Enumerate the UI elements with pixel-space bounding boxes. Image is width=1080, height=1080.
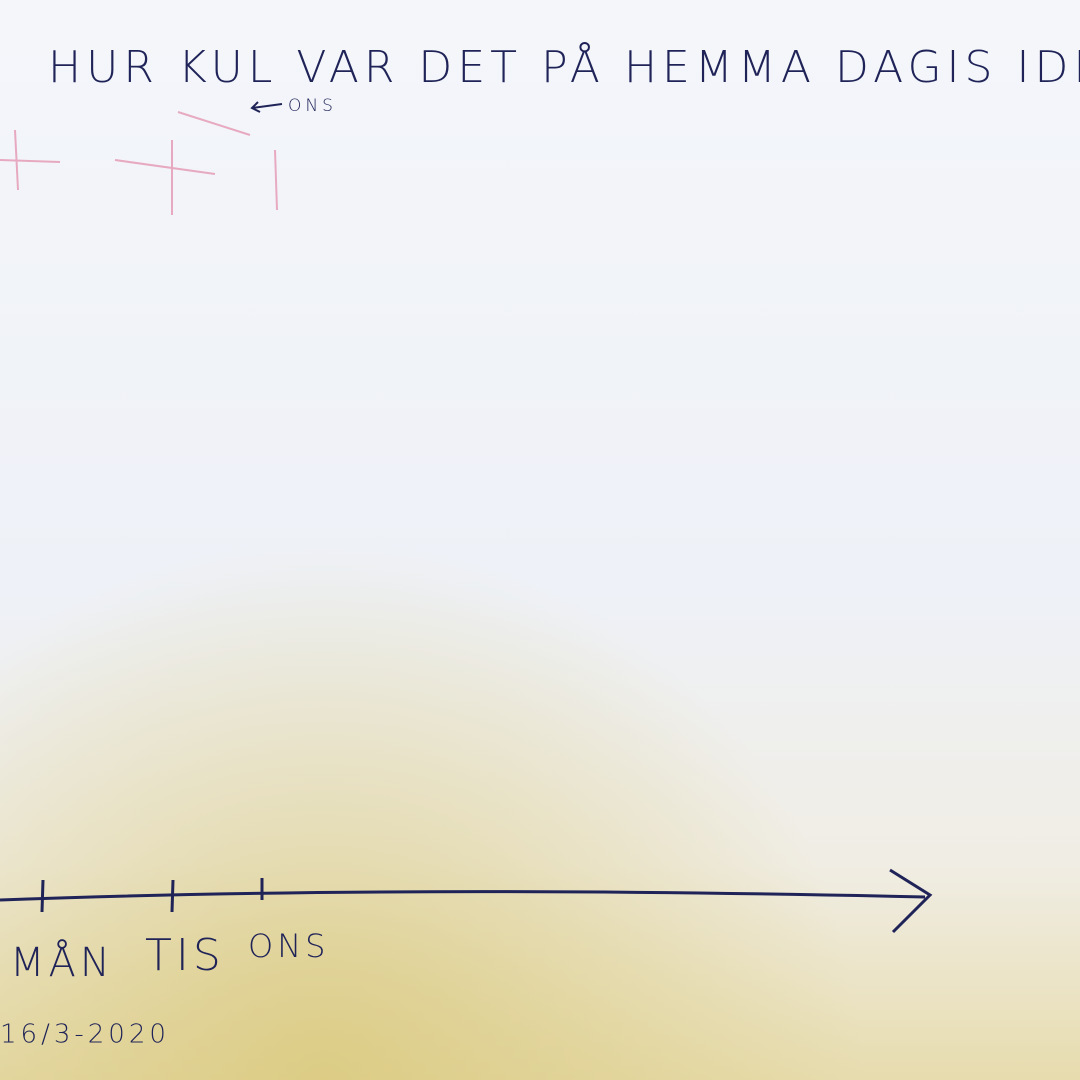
date: 16/3-2020 [0,1020,170,1050]
axis-label: ONS [248,927,329,965]
axis-label: TIS [145,930,225,981]
note-arrow [250,101,283,113]
axis-label: MÅN [10,938,114,986]
title: HUR KUL VAR DET PÅ HEMMA DAGIS IDR [48,40,1080,93]
note: ONS [288,96,337,116]
axis [0,868,933,934]
pink-marks [0,111,278,215]
